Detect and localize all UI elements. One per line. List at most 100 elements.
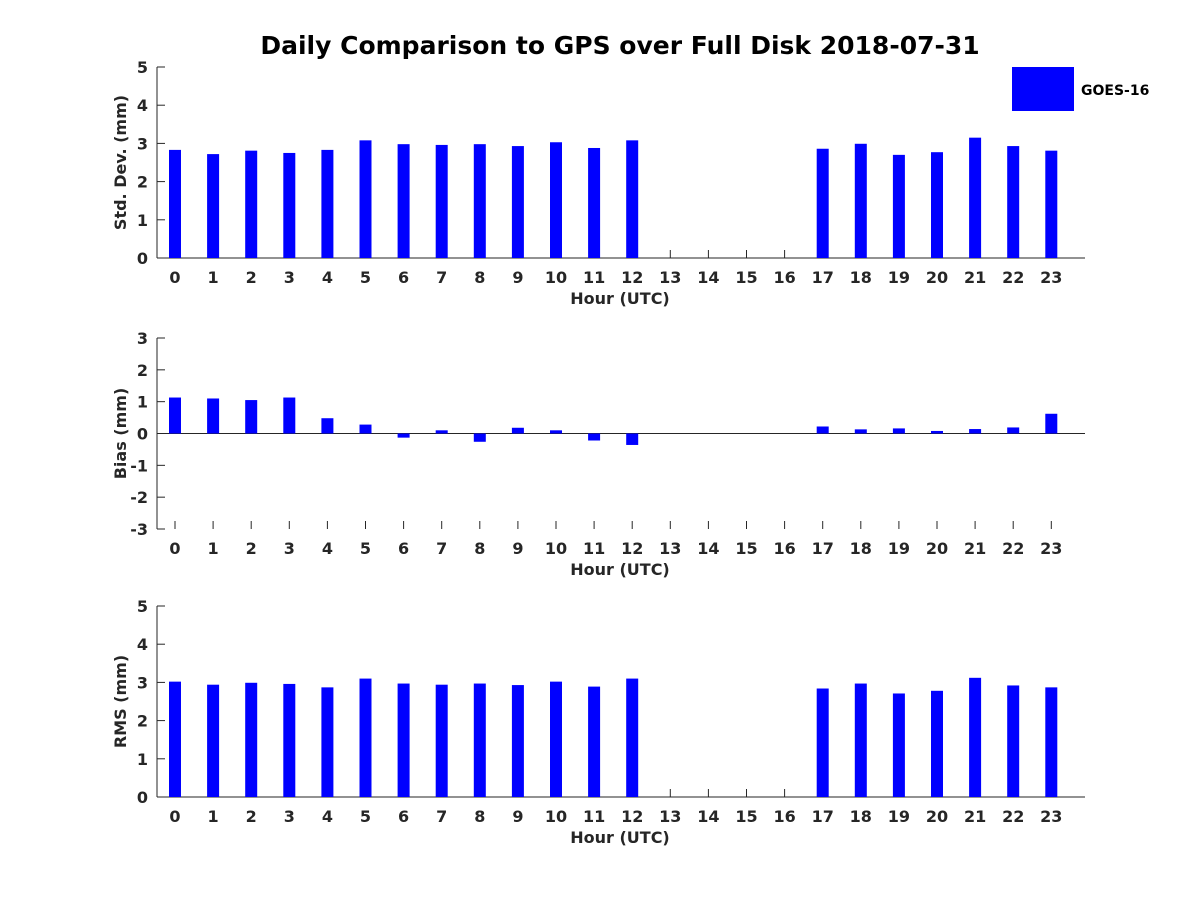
bar-hour-23 (1045, 413, 1058, 434)
x-tick-label: 7 (436, 268, 447, 287)
bar-hour-22 (1007, 427, 1020, 434)
y-tick-label: 1 (137, 750, 148, 769)
x-tick-label: 7 (436, 539, 447, 558)
bar-hour-7 (435, 144, 448, 258)
x-tick-label: 21 (964, 807, 986, 826)
y-tick-label: -3 (130, 520, 148, 539)
y-axis-label: RMS (mm) (111, 655, 130, 748)
bar-hour-4 (321, 149, 334, 258)
bar-hour-0 (169, 397, 181, 434)
x-tick-label: 9 (512, 539, 523, 558)
x-tick-label: 2 (246, 807, 257, 826)
x-tick-label: 16 (773, 539, 795, 558)
bar-hour-1 (207, 684, 220, 797)
y-tick-label: -1 (130, 456, 148, 475)
x-tick-label: 14 (697, 268, 719, 287)
y-axis-label: Bias (mm) (111, 388, 130, 480)
legend-label: GOES-16 (1081, 83, 1149, 99)
y-axis-label: Std. Dev. (mm) (111, 95, 130, 230)
x-tick-label: 1 (208, 807, 219, 826)
bar-hour-8 (473, 683, 486, 797)
bar-hour-19 (892, 693, 905, 797)
x-tick-label: 3 (284, 807, 295, 826)
x-tick-label: 14 (697, 807, 719, 826)
bar-hour-17 (816, 148, 829, 258)
y-tick-label: 0 (137, 425, 148, 444)
x-tick-label: 15 (735, 807, 757, 826)
bar-hour-18 (854, 429, 867, 434)
bar-hour-5 (359, 140, 372, 258)
y-tick-label: 3 (137, 673, 148, 692)
x-tick-label: 8 (474, 539, 485, 558)
x-tick-label: 20 (926, 539, 948, 558)
y-tick-label: 4 (137, 635, 148, 654)
bar-hour-8 (473, 433, 486, 442)
bar-hour-10 (550, 142, 562, 258)
x-tick-label: 11 (583, 268, 605, 287)
bar-hour-3 (283, 683, 296, 797)
y-tick-label: 5 (137, 58, 148, 77)
x-tick-label: 8 (474, 268, 485, 287)
bar-hour-20 (931, 690, 943, 797)
x-tick-label: 6 (398, 268, 409, 287)
legend-swatch (1012, 67, 1074, 111)
bar-hour-10 (550, 681, 562, 797)
bar-hour-1 (207, 154, 220, 258)
x-tick-label: 9 (512, 268, 523, 287)
x-tick-label: 12 (621, 268, 643, 287)
y-tick-label: 1 (137, 393, 148, 412)
x-tick-label: 22 (1002, 807, 1024, 826)
bar-hour-8 (473, 144, 486, 258)
x-tick-label: 19 (888, 268, 910, 287)
x-tick-label: 20 (926, 807, 948, 826)
bar-hour-11 (588, 433, 601, 441)
x-tick-label: 23 (1040, 807, 1062, 826)
x-tick-label: 12 (621, 539, 643, 558)
x-tick-label: 21 (964, 539, 986, 558)
x-tick-label: 15 (735, 539, 757, 558)
x-tick-label: 3 (284, 539, 295, 558)
x-tick-label: 16 (773, 268, 795, 287)
bar-hour-20 (931, 430, 943, 434)
x-tick-label: 11 (583, 807, 605, 826)
bar-hour-19 (892, 428, 905, 434)
x-tick-label: 13 (659, 268, 681, 287)
bar-hour-4 (321, 687, 334, 797)
y-tick-label: 1 (137, 211, 148, 230)
y-tick-label: 3 (137, 329, 148, 348)
bar-hour-2 (245, 150, 258, 258)
x-tick-label: 18 (850, 268, 872, 287)
bar-hour-12 (626, 678, 639, 797)
x-tick-label: 22 (1002, 268, 1024, 287)
x-tick-label: 18 (850, 807, 872, 826)
bar-hour-12 (626, 140, 639, 258)
x-tick-label: 5 (360, 268, 371, 287)
x-tick-label: 4 (322, 539, 333, 558)
bar-hour-11 (588, 686, 601, 797)
x-tick-label: 19 (888, 539, 910, 558)
x-tick-label: 20 (926, 268, 948, 287)
y-tick-label: 0 (137, 788, 148, 807)
bar-hour-22 (1007, 685, 1020, 797)
x-tick-label: 5 (360, 539, 371, 558)
bar-hour-7 (435, 684, 448, 797)
x-tick-label: 6 (398, 807, 409, 826)
legend: GOES-16 (1012, 67, 1149, 111)
bar-hour-5 (359, 424, 372, 434)
y-tick-label: 0 (137, 249, 148, 268)
bar-hour-3 (283, 152, 296, 258)
bar-hour-12 (626, 433, 639, 445)
y-tick-label: 2 (137, 173, 148, 192)
bar-hour-3 (283, 397, 296, 434)
y-tick-label: 2 (137, 712, 148, 731)
bar-hour-18 (854, 683, 867, 797)
bar-hour-0 (169, 149, 181, 258)
x-axis-label: Hour (UTC) (570, 828, 670, 847)
x-tick-label: 2 (246, 268, 257, 287)
bar-hour-17 (816, 688, 829, 797)
bar-hour-19 (892, 154, 905, 258)
x-tick-label: 3 (284, 268, 295, 287)
bar-hour-0 (169, 681, 181, 797)
